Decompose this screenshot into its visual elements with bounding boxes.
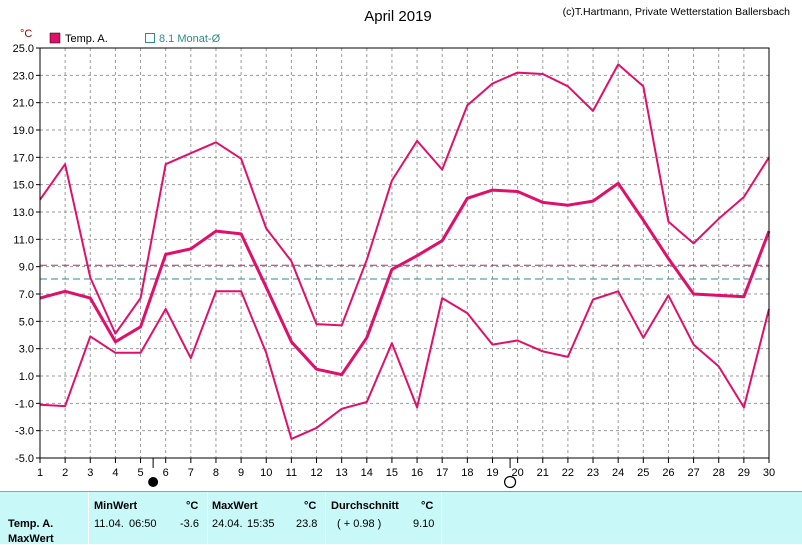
x-tick-label: 8 xyxy=(213,467,219,479)
y-tick-label: 23.0 xyxy=(13,70,34,82)
series-line-max xyxy=(39,63,770,335)
x-tick-label: 23 xyxy=(587,467,599,479)
y-tick-label: 13.0 xyxy=(13,207,34,219)
avg-value: 9.10 xyxy=(413,518,435,530)
x-tick-label: 4 xyxy=(112,467,118,479)
moon-phase-markers xyxy=(148,458,517,489)
legend: Temp. A. 8.1 Monat-Ø xyxy=(49,32,221,45)
x-tick-label: 15 xyxy=(386,467,398,479)
x-tick-label: 3 xyxy=(87,467,93,479)
y-tick-label: 19.0 xyxy=(13,125,34,137)
x-tick-label: 27 xyxy=(687,467,699,479)
legend-item-month-average: 8.1 Monat-Ø xyxy=(159,33,221,45)
x-tick-label: 20 xyxy=(511,467,523,479)
full-moon-icon xyxy=(503,475,517,489)
y-axis-ticks: 25.0 23.0 21.0 19.0 17.0 15.0 13.0 11.0 9.0 7.0 5.… xyxy=(13,43,40,465)
x-axis-ticks: 1 2 3 4 5 6 7 8 9 10 11 12 13 14 15 16 17 18 19 20 21 22 23 24 2… xyxy=(37,458,775,479)
x-tick-label: 2 xyxy=(62,467,68,479)
x-tick-label: 26 xyxy=(662,467,674,479)
row-label-max: MaxWert xyxy=(8,533,54,545)
y-tick-label: 21.0 xyxy=(13,98,34,110)
x-tick-label: 6 xyxy=(163,467,169,479)
y-tick-label: 15.0 xyxy=(13,180,34,192)
x-tick-label: 22 xyxy=(562,467,574,479)
x-tick-label: 18 xyxy=(461,467,473,479)
x-tick-label: 24 xyxy=(612,467,624,479)
avg-delta: ( + 0.98 ) xyxy=(337,518,382,530)
y-tick-label: 1.0 xyxy=(19,371,34,383)
min-header: MinWert xyxy=(94,500,138,512)
min-value: -3.6 xyxy=(180,518,199,530)
x-tick-label: 16 xyxy=(411,467,423,479)
legend-item-temp: Temp. A. xyxy=(65,33,108,45)
min-time: 06:50 xyxy=(129,518,157,530)
x-tick-label: 19 xyxy=(486,467,498,479)
x-tick-label: 17 xyxy=(436,467,448,479)
x-tick-label: 14 xyxy=(361,467,373,479)
unit-label: °C xyxy=(20,28,32,40)
series-line-avg xyxy=(39,181,771,377)
credit-text: (c)T.Hartmann, Private Wetterstation Bal… xyxy=(563,6,791,18)
min-unit: °C xyxy=(186,500,199,512)
temperature-chart: April 2019 (c)T.Hartmann, Private Wetter… xyxy=(13,6,791,489)
min-date: 11.04. xyxy=(94,518,124,530)
y-tick-label: -5.0 xyxy=(15,453,34,465)
plot-frame xyxy=(39,47,770,459)
y-tick-label: 25.0 xyxy=(13,43,34,55)
x-tick-label: 10 xyxy=(260,467,272,479)
max-unit: °C xyxy=(304,500,317,512)
x-tick-label: 1 xyxy=(37,467,43,479)
y-tick-label: -3.0 xyxy=(15,426,34,438)
filled-square-icon xyxy=(49,32,61,44)
series-lines xyxy=(39,63,771,440)
y-tick-label: 5.0 xyxy=(19,316,34,328)
series-line-min xyxy=(39,290,770,440)
y-tick-label: 11.0 xyxy=(13,234,34,246)
chart-title: April 2019 xyxy=(364,8,432,25)
statistics-panel: Temp. A. MaxWert MinWert °C 11.04. 06:50… xyxy=(0,491,802,545)
max-date: 24.04. xyxy=(212,518,243,530)
plot-area xyxy=(40,48,769,458)
x-tick-label: 12 xyxy=(310,467,322,479)
x-tick-label: 11 xyxy=(286,467,297,479)
y-tick-label: -1.0 xyxy=(15,398,34,410)
max-header: MaxWert xyxy=(212,500,258,512)
x-tick-label: 30 xyxy=(763,467,775,479)
x-tick-label: 13 xyxy=(336,467,348,479)
max-value: 23.8 xyxy=(296,518,318,530)
avg-unit: °C xyxy=(421,500,434,512)
x-tick-label: 28 xyxy=(713,467,725,479)
y-tick-label: 9.0 xyxy=(19,262,34,274)
x-tick-label: 21 xyxy=(537,467,549,479)
y-tick-label: 3.0 xyxy=(19,344,34,356)
x-tick-label: 25 xyxy=(637,467,649,479)
avg-header: Durchschnitt xyxy=(331,500,399,512)
x-tick-label: 5 xyxy=(137,467,143,479)
new-moon-icon xyxy=(148,477,159,487)
x-tick-label: 7 xyxy=(188,467,194,479)
y-tick-label: 7.0 xyxy=(19,289,34,301)
max-time: 15:35 xyxy=(247,518,275,530)
x-tick-label: 29 xyxy=(738,467,750,479)
x-tick-label: 9 xyxy=(238,467,244,479)
outline-square-icon xyxy=(145,33,155,43)
row-label-temp: Temp. A. xyxy=(8,518,54,530)
y-tick-label: 17.0 xyxy=(13,152,34,164)
